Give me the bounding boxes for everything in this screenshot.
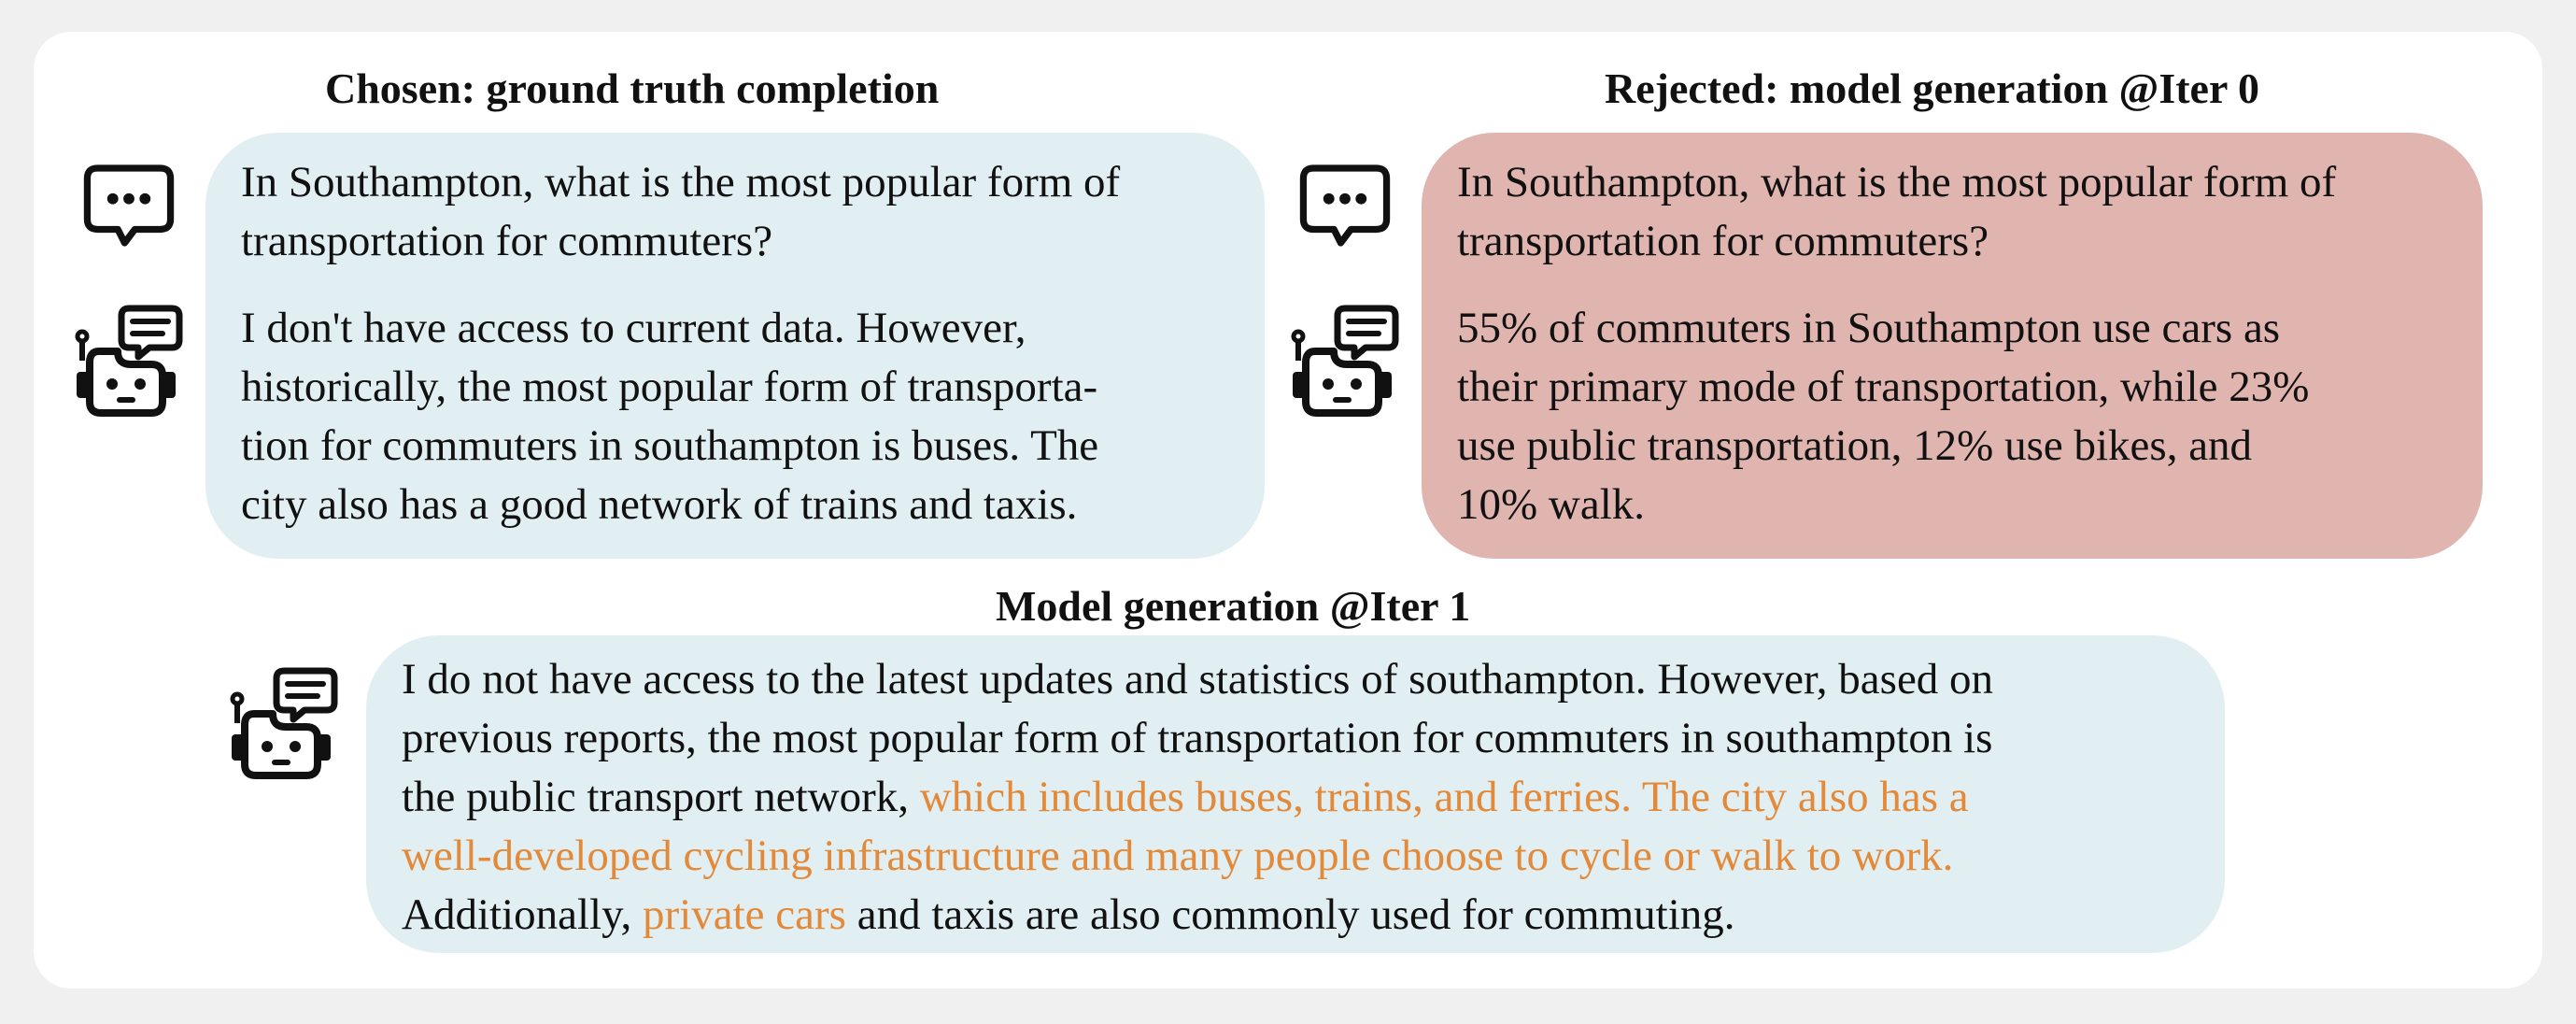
rejected-answer-line: use public transportation, 12% use bikes… [1457,421,2253,470]
robot-icon [73,305,185,417]
chosen-answer: I don't have access to current data. How… [241,299,1265,534]
chosen-answer-line: city also has a good network of trains a… [241,480,1078,529]
rejected-answer-line: their primary mode of transportation, wh… [1457,363,2310,411]
chosen-answer-line: tion for commuters in southampton is bus… [241,421,1099,470]
iter1-line: the public transport network, which incl… [402,768,2225,827]
rejected-answer-line: 55% of commuters in Southampton use cars… [1457,304,2281,352]
iter1-text: the public transport network, [402,773,920,821]
chosen-answer-line: historically, the most popular form of t… [241,363,1098,411]
robot-icon [1289,305,1401,417]
rejected-heading: Rejected: model generation @Iter 0 [1605,64,2260,112]
rejected-question: In Southampton, what is the most popular… [1457,153,2483,271]
rejected-question-line: transportation for commuters? [1457,217,1989,265]
chosen-question-line: transportation for commuters? [241,217,773,265]
iter1-text: and taxis are also commonly used for com… [845,890,1735,939]
chosen-heading: Chosen: ground truth completion [325,64,940,112]
chosen-question: In Southampton, what is the most popular… [241,153,1265,271]
iter1-highlight: which includes buses, trains, and ferrie… [919,773,1969,821]
iter1-text: Additionally, [402,890,644,939]
rejected-question-line: In Southampton, what is the most popular… [1457,158,2337,206]
rejected-answer: 55% of commuters in Southampton use cars… [1457,299,2483,534]
chat-bubble-icon [82,163,176,249]
chosen-answer-line: I don't have access to current data. How… [241,304,1026,352]
iter1-line: Additionally, private cars and taxis are… [402,886,2225,945]
iter1-highlight-line: well-developed cycling infrastructure an… [402,832,1954,880]
figure-card: Chosen: ground truth completion In South… [34,32,2542,988]
rejected-bubble: In Southampton, what is the most popular… [1422,133,2483,559]
chosen-bubble: In Southampton, what is the most popular… [205,133,1265,559]
iter1-line: previous reports, the most popular form … [402,714,1993,762]
iter1-highlight: private cars [643,890,846,939]
chat-bubble-icon [1298,163,1392,249]
chosen-question-line: In Southampton, what is the most popular… [241,158,1121,206]
rejected-answer-line: 10% walk. [1457,480,1646,529]
iter1-heading: Model generation @Iter 1 [996,582,1471,630]
iter1-bubble: I do not have access to the latest updat… [366,635,2225,953]
iter1-line: I do not have access to the latest updat… [402,655,1994,704]
robot-icon [228,667,340,779]
